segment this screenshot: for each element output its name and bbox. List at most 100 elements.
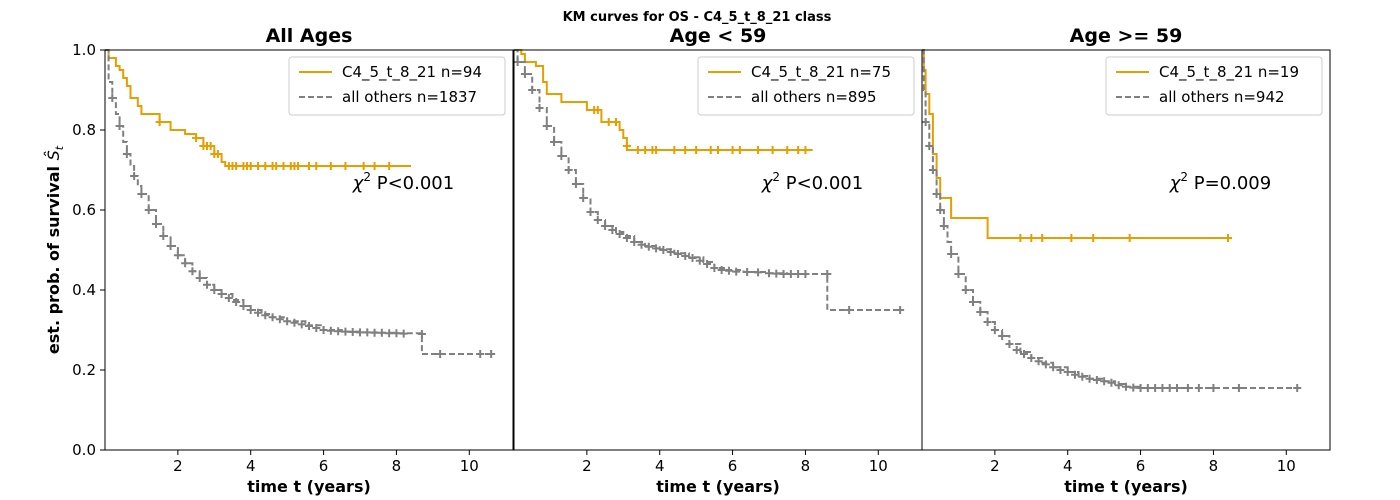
censor-mark (990, 326, 999, 334)
x-axis-label: time t (years) (247, 477, 371, 496)
censor-mark (305, 322, 313, 330)
chi-superscript: 2 (1180, 170, 1188, 184)
censor-mark (192, 134, 201, 142)
censor-mark (1085, 374, 1094, 383)
censor-mark (356, 328, 364, 337)
y-axis-label-subscript: t (53, 145, 66, 150)
km-step-line (922, 49, 1228, 239)
censor-mark (652, 146, 661, 154)
censor-mark (976, 308, 985, 316)
censor-mark (593, 106, 602, 114)
legend: C4_5_t_8_21 n=94 all others n=1837 (288, 56, 506, 116)
censor-mark (1165, 384, 1174, 392)
censor-mark (1005, 340, 1014, 348)
chi-superscript: 2 (772, 170, 780, 184)
censor-mark (637, 240, 646, 249)
censor-mark (622, 142, 631, 150)
censor-mark (1194, 384, 1203, 392)
censor-mark (641, 146, 650, 154)
censor-mark (615, 230, 624, 238)
p-value-annotation: χ2 P<0.001 (352, 170, 455, 194)
censor-mark (290, 318, 299, 327)
censor-mark (370, 162, 379, 170)
censor-mark (564, 166, 573, 174)
censor-mark (714, 146, 722, 154)
censor-mark (936, 206, 945, 214)
legend-label: C4_5_t_8_21 n=94 (342, 63, 482, 82)
chi-superscript: 2 (363, 170, 371, 184)
series-all-others (921, 49, 1302, 392)
censor-mark (341, 327, 350, 336)
censor-mark (688, 254, 697, 262)
censor-mark (417, 330, 426, 338)
km-step-line (514, 49, 813, 151)
censor-mark (487, 350, 496, 358)
censor-mark (232, 298, 241, 306)
censor-mark (203, 280, 211, 289)
censor-mark (612, 118, 620, 126)
censor-mark (1100, 377, 1109, 386)
censor-mark (604, 118, 613, 126)
x-tick-label: 4 (655, 457, 665, 475)
y-tick-label: 0.6 (72, 201, 96, 219)
p-value-annotation: χ2 P=0.009 (1169, 170, 1272, 194)
p-value-text: P=0.009 (1188, 173, 1271, 194)
x-tick-label: 2 (990, 457, 1000, 475)
legend-box (697, 56, 915, 116)
y-axis-label: est. prob. of survival Ŝt (44, 145, 66, 354)
censor-mark (385, 329, 394, 338)
censor-mark (1224, 234, 1232, 242)
censor-mark (1078, 372, 1087, 381)
censor-mark (535, 104, 544, 112)
censor-mark (845, 306, 854, 314)
censor-mark (312, 324, 321, 332)
censor-mark (144, 206, 153, 214)
censor-mark (341, 162, 350, 170)
y-axis-label-text: est. prob. of survival (44, 160, 63, 354)
censor-mark (239, 302, 248, 310)
km-step-line (514, 49, 901, 311)
censor-mark (754, 268, 763, 277)
x-tick-label: 8 (1209, 457, 1219, 475)
censor-mark (297, 320, 306, 329)
censor-mark (1016, 234, 1025, 242)
censor-mark (1107, 378, 1116, 387)
p-value-text: P<0.001 (371, 173, 454, 194)
censor-mark (1041, 360, 1050, 369)
legend-label: all others n=895 (751, 88, 877, 106)
chi-symbol: χ (1169, 173, 1182, 194)
censor-mark (794, 270, 803, 278)
censor-mark (305, 162, 313, 170)
censor-mark (217, 290, 226, 298)
figure-suptitle: KM curves for OS - C4_5_t_8_21 class (563, 10, 832, 25)
censor-mark (921, 118, 930, 126)
legend-label: all others n=1837 (342, 88, 477, 106)
legend-label: C4_5_t_8_21 n=75 (751, 63, 891, 82)
censor-mark (706, 146, 715, 154)
censor-mark (188, 267, 197, 276)
censor-mark (279, 162, 288, 170)
censor-mark (1063, 368, 1072, 376)
censor-mark (1234, 384, 1243, 392)
censor-mark (312, 162, 321, 170)
censor-mark (1049, 363, 1058, 372)
censor-mark (334, 327, 343, 336)
censor-mark (528, 86, 537, 94)
y-tick-label: 0.8 (72, 121, 96, 139)
censor-mark (1038, 234, 1047, 242)
censor-mark (1071, 370, 1079, 379)
censor-mark (1209, 384, 1218, 392)
censor-mark (633, 146, 642, 154)
censor-mark (1129, 383, 1138, 392)
x-tick-label: 2 (173, 457, 183, 475)
censor-mark (710, 264, 719, 272)
y-tick-label: 0.4 (72, 281, 96, 299)
censor-mark (377, 328, 386, 337)
censor-mark (359, 162, 368, 170)
censor-mark (155, 118, 164, 126)
censor-mark (659, 246, 668, 254)
censor-mark (939, 222, 948, 230)
censor-mark (717, 266, 726, 274)
x-axis-label: time t (years) (656, 477, 780, 496)
